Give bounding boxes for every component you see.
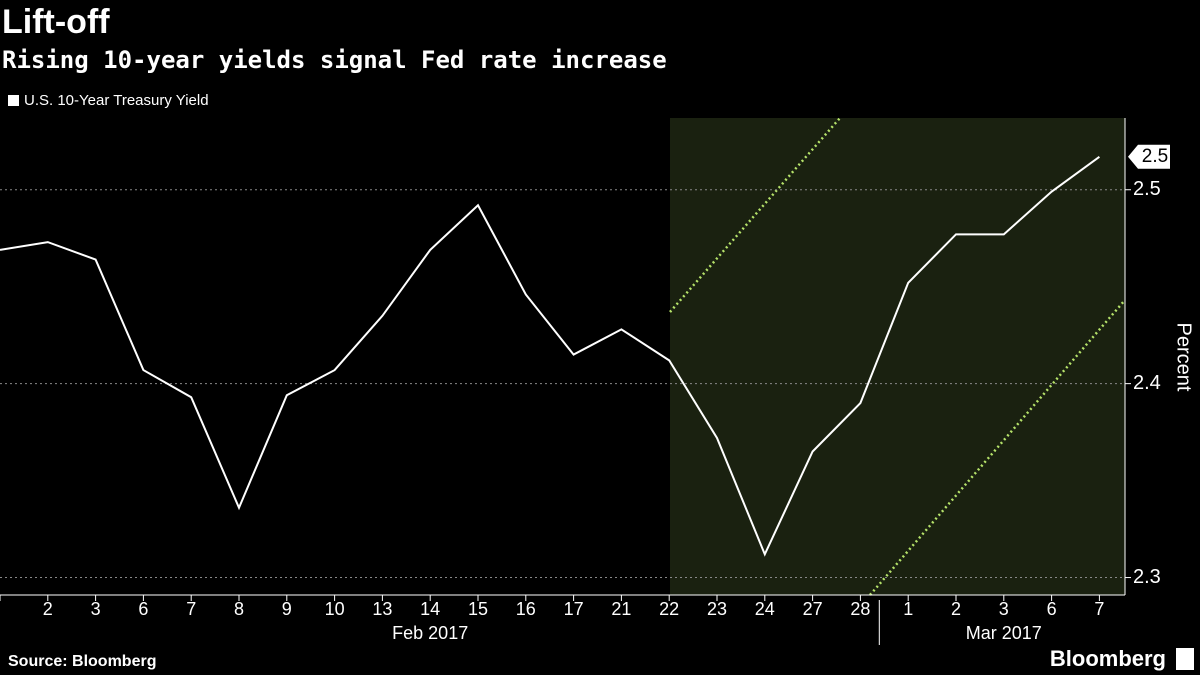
x-tick-label: 28: [850, 599, 870, 619]
x-tick-label: 3: [999, 599, 1009, 619]
brand-icon: [1176, 648, 1194, 670]
series-line: [0, 155, 1100, 557]
y-axis-label: Percent: [1173, 323, 1195, 392]
x-tick-label: 13: [372, 599, 392, 619]
x-tick-label: 27: [803, 599, 823, 619]
x-group-label: Feb 2017: [392, 623, 468, 643]
x-tick-label: 7: [186, 599, 196, 619]
x-tick-label: 6: [1047, 599, 1057, 619]
x-tick-label: 17: [564, 599, 584, 619]
y-tick-label: 2.3: [1133, 566, 1161, 588]
x-tick-label: 2: [951, 599, 961, 619]
x-tick-label: 7: [1094, 599, 1104, 619]
value-callout: [1128, 144, 1170, 169]
x-tick-label: 16: [516, 599, 536, 619]
x-group-label: Mar 2017: [966, 623, 1042, 643]
y-tick-label: 2.4: [1133, 372, 1161, 394]
x-tick-label: 22: [659, 599, 679, 619]
chart-title: Lift-off: [2, 3, 110, 41]
x-tick-label: 6: [138, 599, 148, 619]
legend-label: U.S. 10-Year Treasury Yield: [24, 92, 209, 109]
brand: Bloomberg: [1050, 646, 1166, 671]
x-tick-label: 23: [707, 599, 727, 619]
x-tick-label: 3: [91, 599, 101, 619]
value-label: 2.5: [1142, 146, 1168, 167]
x-tick-label: 9: [282, 599, 292, 619]
y-tick-label: 2.5: [1133, 178, 1161, 200]
source: Source: Bloomberg: [8, 653, 156, 670]
x-tick-label: 14: [420, 599, 440, 619]
x-tick-label: 21: [611, 599, 631, 619]
x-tick-label: 24: [755, 599, 775, 619]
legend-swatch: [8, 95, 19, 106]
x-tick-label: 1: [903, 599, 913, 619]
x-tick-label: 15: [468, 599, 488, 619]
x-tick-label: 10: [325, 599, 345, 619]
shaded-region: [670, 118, 1125, 595]
x-tick-label: 2: [43, 599, 53, 619]
chart-subtitle: Rising 10-year yields signal Fed rate in…: [2, 46, 667, 74]
x-tick-label: 8: [234, 599, 244, 619]
